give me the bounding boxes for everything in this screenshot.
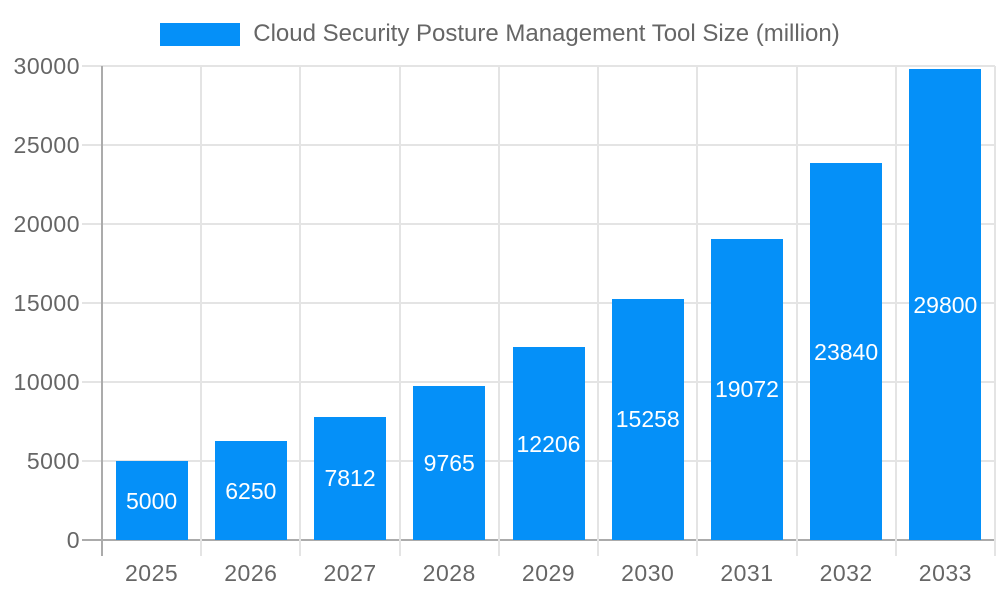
chart-legend-item[interactable]: Cloud Security Posture Management Tool S… — [0, 14, 1000, 54]
bar-2032[interactable] — [810, 163, 883, 540]
x-tick-mark — [696, 540, 699, 556]
x-gridline — [795, 66, 798, 540]
y-tick-mark — [82, 460, 102, 462]
bar-2026[interactable] — [214, 441, 287, 540]
x-axis-line — [102, 539, 995, 541]
bar-2031[interactable] — [710, 238, 783, 540]
bar-value-label: 15258 — [615, 406, 680, 433]
y-tick-mark — [82, 65, 102, 67]
x-gridline — [398, 66, 401, 540]
x-gridline — [497, 66, 500, 540]
bar-value-label: 9765 — [423, 449, 475, 476]
x-axis-label: 2025 — [125, 560, 179, 586]
bar-2025[interactable] — [115, 461, 188, 540]
y-tick-mark — [82, 223, 102, 225]
y-gridline — [102, 65, 995, 67]
y-tick-label: 0 — [66, 527, 80, 553]
bar-value-label: 29800 — [913, 291, 978, 318]
x-tick-mark — [894, 540, 897, 556]
y-tick-mark — [82, 144, 102, 146]
legend-swatch — [160, 22, 241, 46]
x-axis-label: 2029 — [521, 560, 576, 586]
x-tick-mark — [101, 540, 103, 556]
y-gridline — [102, 144, 995, 146]
y-tick-label: 10000 — [13, 369, 80, 395]
bar-2033[interactable] — [909, 69, 982, 540]
x-tick-mark — [597, 540, 600, 556]
x-gridline — [894, 66, 897, 540]
bar-2029[interactable] — [512, 347, 585, 540]
x-axis-label: 2031 — [720, 560, 774, 586]
x-gridline — [200, 66, 203, 540]
x-tick-mark — [497, 540, 500, 556]
x-axis-label: 2030 — [621, 560, 675, 586]
x-tick-mark — [200, 540, 203, 556]
x-gridline — [994, 66, 996, 540]
y-tick-mark — [82, 381, 102, 383]
x-tick-mark — [795, 540, 798, 556]
bar-2028[interactable] — [413, 385, 486, 540]
x-axis-label: 2026 — [224, 560, 278, 586]
x-axis-label: 2027 — [323, 560, 377, 586]
y-tick-label: 15000 — [13, 290, 80, 316]
y-tick-label: 30000 — [13, 53, 80, 79]
x-axis-label: 2033 — [918, 560, 972, 586]
bar-value-label: 6250 — [225, 477, 277, 504]
x-tick-mark — [299, 540, 302, 556]
bar-value-label: 12206 — [516, 430, 581, 457]
legend-label: Cloud Security Posture Management Tool S… — [253, 20, 840, 47]
bar-value-label: 23840 — [814, 338, 879, 365]
y-gridline — [102, 302, 995, 304]
x-gridline — [597, 66, 600, 540]
x-axis-label: 2032 — [819, 560, 873, 586]
bar-value-label: 5000 — [126, 487, 178, 514]
y-tick-mark — [82, 302, 102, 304]
x-gridline — [299, 66, 302, 540]
x-axis-label: 2028 — [422, 560, 476, 586]
bar-2027[interactable] — [314, 416, 387, 540]
y-tick-mark — [82, 539, 102, 541]
bar-2030[interactable] — [611, 298, 684, 540]
y-gridline — [102, 223, 995, 225]
y-axis-line — [101, 66, 103, 540]
y-tick-label: 20000 — [13, 211, 80, 237]
x-tick-mark — [994, 540, 996, 556]
x-tick-mark — [398, 540, 401, 556]
x-gridline — [696, 66, 699, 540]
y-tick-label: 25000 — [13, 132, 80, 158]
bar-value-label: 19072 — [714, 376, 779, 403]
bar-value-label: 7812 — [324, 465, 376, 492]
y-tick-label: 5000 — [26, 448, 80, 474]
